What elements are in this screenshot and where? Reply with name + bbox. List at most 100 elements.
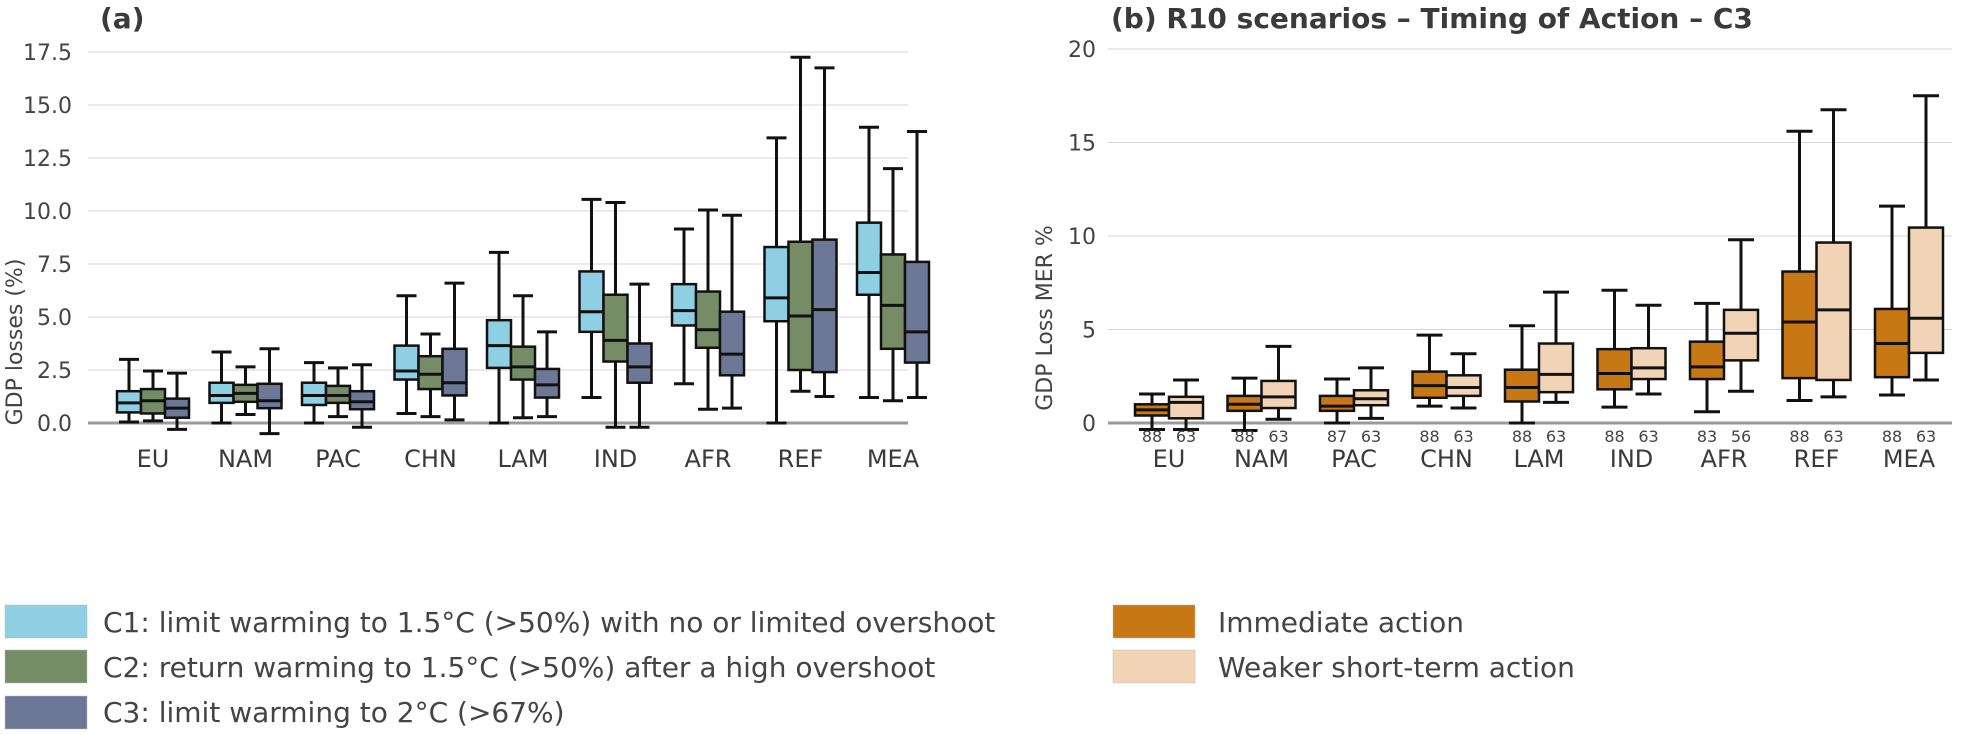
sample-count: 88: [1142, 427, 1162, 446]
box-nam-1: [1226, 376, 1263, 432]
y-tick-label: 15.0: [23, 94, 72, 119]
box-lam-2: [1537, 290, 1575, 404]
box-mea-3: [903, 130, 931, 400]
category-label-pac: PAC: [315, 445, 361, 473]
box-eu-1: [115, 357, 143, 424]
category-label-ref: REF: [1794, 445, 1840, 473]
box-ind-2: [602, 201, 629, 429]
panel-a-label: (a): [100, 2, 145, 35]
box-mea-1: [1873, 204, 1911, 397]
category-label-lam: LAM: [1513, 445, 1564, 473]
panel-a-legend: C1: limit warming to 1.5°C (>50%) with n…: [4, 604, 995, 730]
category-label-nam: NAM: [1234, 445, 1289, 473]
iqr-box: [509, 345, 537, 381]
legend-label-immediate-action: Immediate action: [1218, 606, 1464, 639]
sample-count: 63: [1823, 427, 1843, 446]
iqr-box: [903, 260, 931, 364]
legend-swatch-c2: [4, 649, 88, 684]
iqr-box: [348, 389, 376, 411]
box-ref-2: [787, 55, 814, 393]
box-nam-1: [208, 350, 235, 425]
iqr-box: [485, 318, 513, 370]
category-label-lam: LAM: [497, 445, 548, 473]
iqr-box: [1907, 226, 1945, 355]
sample-count: 88: [1234, 427, 1254, 446]
legend-swatch-immediate-action: [1112, 604, 1196, 639]
y-tick-label: 5.0: [37, 306, 72, 331]
iqr-box: [533, 367, 561, 399]
box-ref-2: [1815, 108, 1852, 399]
panel-b-chart: (b) R10 scenarios – Timing of Action – C…: [1033, 2, 1952, 684]
iqr-box: [393, 344, 420, 381]
sample-count: 63: [1176, 427, 1196, 446]
iqr-box: [1722, 308, 1760, 362]
box-eu-2: [1167, 378, 1205, 432]
iqr-box: [1688, 340, 1726, 381]
panel-b-y-ticks: 0 5 10 15 20: [1068, 38, 1096, 437]
category-label-afr: AFR: [685, 445, 732, 473]
y-tick-label: 5: [1082, 319, 1096, 344]
sample-count: 83: [1697, 427, 1717, 446]
iqr-box: [1318, 394, 1356, 413]
y-tick-label: 2.5: [37, 359, 72, 384]
panel-a-chart: (a) 0.0 2.5 5.0 7.5 10.0 12.5 15.0 17.5 GDP los…: [3, 2, 995, 730]
legend-label-weaker-short-term-action: Weaker short-term action: [1218, 651, 1575, 684]
iqr-box: [694, 290, 722, 349]
legend-swatch-c1: [4, 604, 88, 639]
iqr-box: [1596, 347, 1633, 391]
box-chn-2: [417, 332, 444, 419]
sample-count: 63: [1268, 427, 1288, 446]
legend-swatch-weaker-short-term-action: [1112, 649, 1196, 684]
box-ind-2: [1630, 303, 1667, 396]
sample-count: 88: [1419, 427, 1439, 446]
y-tick-label: 10.0: [23, 200, 72, 225]
legend-label-c2: C2: return warming to 1.5°C (>50%) after…: [103, 651, 935, 684]
legend-label-c1: C1: limit warming to 1.5°C (>50%) with n…: [103, 606, 995, 639]
category-label-chn: CHN: [1420, 445, 1473, 473]
panel-b-sample-counts: 88 63 88 63 87 63 88 63 88 63 88 63 83 56 88 63 88 63: [1142, 427, 1936, 446]
iqr-box: [670, 282, 698, 327]
box-pac-1: [1318, 377, 1356, 425]
box-chn-1: [1411, 333, 1448, 408]
box-lam-1: [1503, 324, 1541, 425]
y-tick-label: 17.5: [23, 41, 72, 66]
panel-a-y-axis-label: GDP losses (%): [3, 259, 28, 426]
y-tick-label: 10: [1068, 225, 1096, 250]
iqr-box: [855, 221, 883, 296]
sample-count: 88: [1512, 427, 1532, 446]
box-mea-2: [1907, 94, 1945, 382]
box-nam-2: [232, 365, 259, 417]
box-chn-1: [393, 294, 420, 415]
category-label-eu: EU: [1153, 445, 1186, 473]
sample-count: 63: [1546, 427, 1566, 446]
iqr-box: [1630, 346, 1667, 381]
box-mea-1: [855, 125, 883, 400]
box-pac-1: [300, 361, 328, 425]
iqr-box: [441, 347, 468, 397]
iqr-box: [1781, 270, 1818, 380]
sample-count: 88: [1604, 427, 1624, 446]
box-afr-1: [670, 227, 698, 386]
sample-count: 63: [1453, 427, 1473, 446]
sample-count: 63: [1361, 427, 1381, 446]
panel-a-boxes: [115, 55, 931, 436]
iqr-box: [300, 381, 328, 407]
box-nam-2: [1260, 344, 1297, 421]
iqr-box: [1503, 368, 1541, 403]
iqr-box: [763, 245, 790, 323]
iqr-box: [626, 342, 653, 384]
box-ref-1: [1781, 129, 1818, 403]
sample-count: 87: [1327, 427, 1347, 446]
iqr-box: [578, 270, 605, 334]
iqr-box: [718, 310, 746, 377]
box-eu-2: [139, 369, 167, 423]
category-label-mea: MEA: [1883, 445, 1936, 473]
sample-count: 63: [1916, 427, 1936, 446]
box-pac-2: [1352, 366, 1390, 420]
panel-b-title: (b) R10 scenarios – Timing of Action – C…: [1111, 2, 1753, 35]
box-ref-1: [763, 136, 790, 425]
category-label-nam: NAM: [218, 445, 273, 473]
panel-b-boxes: [1133, 94, 1945, 432]
box-lam-3: [533, 330, 561, 419]
iqr-box: [1167, 395, 1205, 420]
